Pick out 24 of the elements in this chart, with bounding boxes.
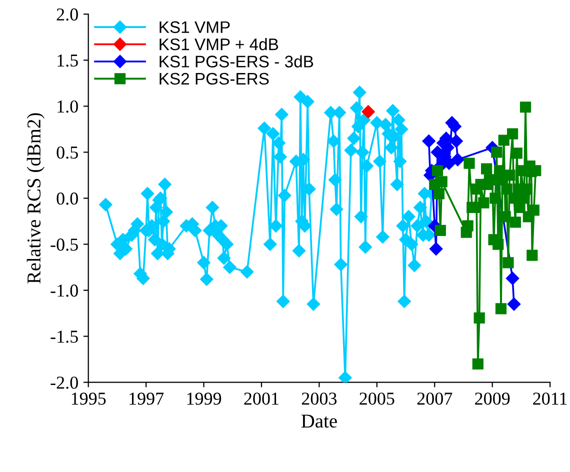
legend-label: KS1 PGS-ERS - 3dB [160, 55, 314, 68]
x-tick-label: 1995 [72, 392, 106, 405]
x-tick-label: 2007 [417, 392, 452, 405]
x-axis-title: Date [301, 414, 337, 428]
x-tick-label: 2005 [360, 392, 394, 405]
legend-label: KS1 VMP + 4dB [160, 38, 278, 50]
y-axis-title: Relative RCS (dBm2) [26, 113, 44, 284]
x-tick-label: 1997 [130, 392, 164, 405]
y-tick-label: 1.0 [58, 100, 78, 113]
y-tick-label: -1.0 [50, 284, 78, 297]
x-tick-label: 2001 [244, 392, 278, 405]
x-tick-label: 2003 [302, 392, 337, 405]
y-tick-label: 2.0 [56, 8, 78, 21]
y-tick-label: -0.5 [50, 238, 78, 251]
y-tick-label: -1.5 [50, 330, 78, 343]
y-tick-label: 1.5 [58, 54, 78, 67]
x-tick-label: 2011 [533, 392, 567, 405]
x-tick-label: 2009 [475, 392, 510, 405]
legend-label: KS1 VMP [160, 21, 230, 34]
y-tick-label: 0.5 [56, 146, 78, 159]
legend-label: KS2 PGS-ERS [160, 72, 269, 85]
y-tick-label: 0.0 [56, 192, 78, 205]
y-tick-label: -2.0 [50, 376, 78, 389]
x-tick-label: 1999 [187, 392, 222, 405]
